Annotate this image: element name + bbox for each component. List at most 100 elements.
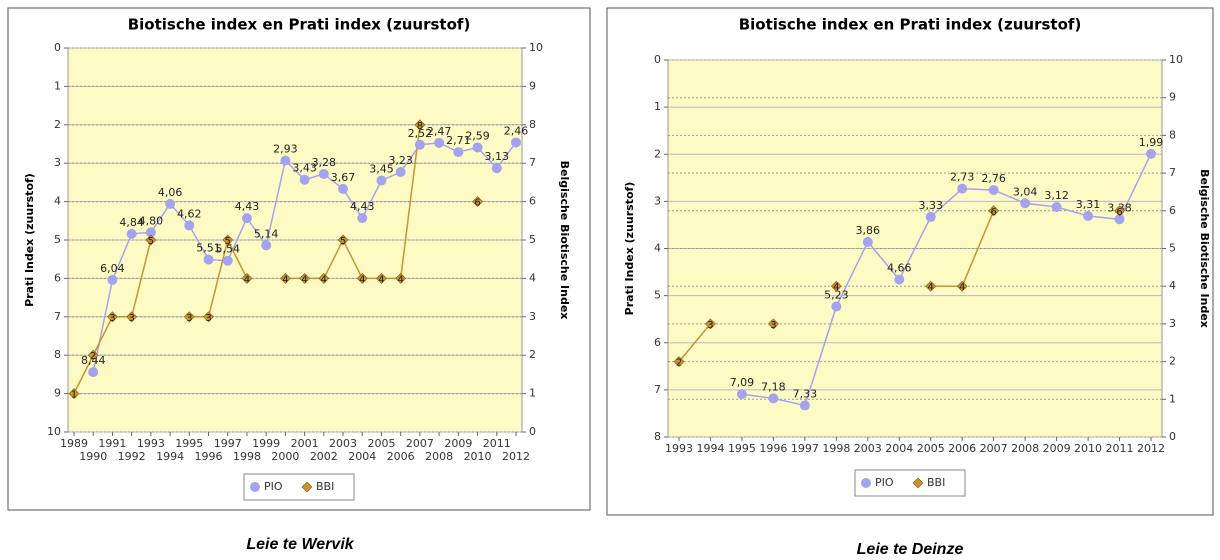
y-tick-label: 5 — [54, 233, 61, 246]
y-tick-label: 2 — [654, 147, 661, 160]
point — [453, 147, 464, 158]
caption: Leie te Deinze — [857, 541, 964, 558]
y2-tick-label: 1 — [529, 387, 536, 400]
legend-box — [243, 473, 355, 501]
data-label: 4 — [282, 274, 288, 285]
point — [768, 393, 779, 404]
data-label: 3,86 — [856, 224, 881, 237]
y2-tick-label: 0 — [529, 425, 536, 438]
point — [222, 255, 233, 266]
y-tick-label: 7 — [54, 310, 61, 323]
data-label: 2,47 — [427, 125, 452, 138]
point — [988, 185, 999, 196]
legend-label: PIO — [875, 476, 894, 489]
x-tick-label: 1991 — [98, 437, 126, 450]
x-tick-label: 2000 — [271, 450, 299, 463]
data-label: 4,66 — [887, 262, 912, 275]
point — [736, 389, 747, 400]
point — [414, 119, 426, 131]
x-tick-label: 2006 — [387, 450, 415, 463]
point — [299, 272, 311, 284]
point — [957, 183, 968, 194]
data-label: 3 — [205, 313, 211, 324]
data-label: 4,62 — [177, 207, 202, 220]
data-label: 3 — [770, 320, 776, 331]
y-tick-label: 3 — [54, 156, 61, 169]
data-label: 5,54 — [215, 243, 240, 256]
point — [1145, 148, 1156, 159]
point — [925, 211, 936, 222]
data-label: 2 — [90, 351, 96, 362]
x-tick-label: 2001 — [291, 437, 319, 450]
y2-tick-label: 2 — [529, 348, 536, 361]
y2-tick-label: 7 — [1169, 166, 1176, 179]
data-label: 4 — [833, 282, 839, 293]
point — [673, 356, 685, 368]
x-tick-label: 2011 — [1106, 442, 1134, 455]
x-tick-label: 1996 — [195, 450, 223, 463]
x-tick-label: 1992 — [118, 450, 146, 463]
data-label: 4 — [959, 282, 965, 293]
point — [107, 274, 118, 285]
point — [68, 388, 80, 400]
x-tick-label: 1993 — [665, 442, 693, 455]
point — [956, 280, 968, 292]
point — [861, 478, 871, 488]
point — [511, 137, 521, 148]
legend-label: BBI — [316, 480, 334, 493]
y2-tick-label: 3 — [529, 310, 536, 323]
y-tick-label: 8 — [54, 348, 61, 361]
point — [925, 280, 937, 292]
point — [376, 175, 387, 186]
y-tick-label: 5 — [654, 289, 661, 302]
y2-tick-label: 4 — [529, 271, 536, 284]
data-label: 8 — [417, 121, 423, 132]
data-label: 7,33 — [793, 387, 818, 400]
data-label: 6 — [1116, 207, 1122, 218]
data-label: 3,04 — [1013, 185, 1038, 198]
point — [250, 482, 260, 492]
data-label: 3 — [186, 313, 192, 324]
x-tick-label: 1998 — [822, 442, 850, 455]
x-tick-label: 1997 — [214, 437, 242, 450]
point — [799, 400, 810, 411]
y2-tick-label: 10 — [1169, 53, 1183, 66]
y-axis-title: Prati Index (zuurstof) — [623, 182, 636, 316]
data-label: 3 — [128, 313, 134, 324]
data-label: 1 — [71, 390, 77, 401]
point — [395, 167, 406, 178]
data-label: 5,51 — [196, 242, 221, 255]
x-tick-label: 2003 — [329, 437, 357, 450]
data-label: 4,80 — [139, 214, 164, 227]
caption: Leie te Wervik — [246, 536, 354, 553]
data-label: 4,43 — [235, 200, 260, 213]
point — [318, 272, 330, 284]
y2-tick-label: 2 — [1169, 355, 1176, 368]
data-label: 4 — [244, 274, 250, 285]
data-label: 5 — [225, 236, 231, 247]
y2-tick-label: 8 — [1169, 128, 1176, 141]
point — [357, 213, 368, 224]
y2-tick-label: 5 — [529, 233, 536, 246]
x-tick-label: 2004 — [885, 442, 913, 455]
data-label: 4 — [378, 274, 384, 285]
y2-axis-title: Belgische Biotische Index — [558, 161, 571, 320]
point — [1020, 198, 1031, 209]
y-tick-label: 8 — [654, 430, 661, 443]
data-label: 3,31 — [1076, 198, 1101, 211]
x-tick-label: 1993 — [137, 437, 165, 450]
y-tick-label: 4 — [654, 242, 661, 255]
point — [203, 311, 214, 323]
data-label: 6,04 — [100, 262, 125, 275]
data-label: 2,59 — [465, 129, 490, 142]
point — [705, 318, 716, 330]
point — [88, 367, 99, 378]
y-tick-label: 7 — [654, 383, 661, 396]
data-label: 5,14 — [254, 227, 279, 240]
data-label: 2,46 — [504, 124, 529, 137]
y-tick-label: 10 — [47, 425, 61, 438]
data-label: 6 — [990, 207, 996, 218]
data-label: 3,33 — [918, 199, 943, 212]
point — [87, 349, 99, 361]
